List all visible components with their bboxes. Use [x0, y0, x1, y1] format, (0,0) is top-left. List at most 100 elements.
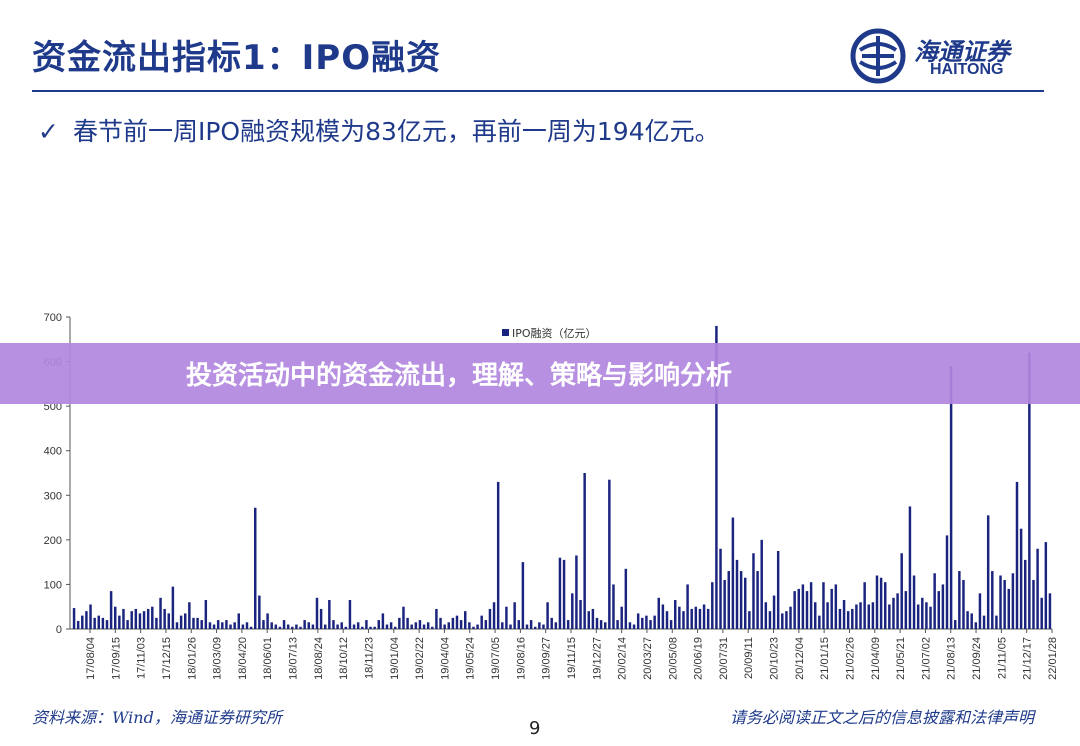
bar [789, 606, 792, 629]
bar [328, 600, 331, 629]
bar [472, 626, 475, 629]
bar [262, 620, 265, 629]
bar [958, 571, 961, 629]
bar [348, 600, 352, 629]
bar [151, 606, 154, 629]
bar [377, 620, 380, 629]
bar [208, 622, 212, 629]
bar [336, 624, 339, 629]
bar [146, 608, 150, 629]
legend-label: IPO融资（亿元） [512, 327, 597, 340]
bar [665, 611, 669, 629]
bar [529, 620, 533, 629]
bar [303, 620, 306, 629]
bar [468, 622, 471, 629]
bar [702, 604, 706, 629]
x-tick-label: 20/07/31 [718, 637, 730, 680]
bullet-text: 春节前一周IPO融资规模为83亿元，再前一周为194亿元。 [72, 117, 720, 146]
bar [431, 626, 434, 629]
bar [945, 535, 949, 629]
bar [295, 624, 298, 629]
bar [785, 611, 788, 629]
bar [505, 606, 508, 629]
bar [620, 606, 623, 629]
bar [406, 617, 409, 629]
bar [892, 597, 895, 629]
bar [398, 617, 401, 629]
bar [122, 608, 125, 629]
bar [394, 626, 397, 629]
bar [855, 604, 858, 629]
bar [534, 626, 537, 629]
bar [163, 608, 166, 629]
bar [241, 624, 245, 629]
bar [612, 584, 615, 629]
bar [513, 602, 516, 629]
bar [385, 624, 389, 629]
bar [772, 595, 776, 629]
bar [999, 575, 1002, 629]
bar [344, 626, 348, 629]
y-tick-label: 0 [56, 624, 62, 636]
bar [682, 611, 685, 629]
bar [949, 366, 953, 629]
x-tick-label: 18/08/24 [313, 637, 325, 680]
bar [550, 617, 553, 629]
bar [81, 615, 84, 629]
bar [89, 604, 92, 629]
bullet-point: ✓ 春节前一周IPO融资规模为83亿元，再前一周为194亿元。 [38, 112, 720, 148]
x-tick-label: 18/01/26 [186, 637, 198, 680]
bar [455, 615, 459, 629]
bar [501, 622, 504, 629]
bar [871, 602, 875, 629]
page-number: 9 [529, 718, 541, 739]
bar [402, 606, 405, 629]
bar [966, 611, 969, 629]
footer-source: 资料来源：Wind，海通证券研究所 [32, 708, 282, 727]
bar [669, 620, 673, 629]
bar [632, 624, 636, 629]
bar [645, 615, 648, 629]
bar [459, 620, 463, 629]
x-tick-label: 21/01/15 [819, 637, 831, 680]
bar [698, 608, 702, 629]
bar [221, 622, 224, 629]
bar [439, 617, 442, 629]
bar [912, 575, 916, 629]
bar [929, 606, 932, 629]
bar [793, 591, 796, 629]
bar [291, 626, 294, 629]
x-tick-label: 20/12/04 [794, 637, 806, 680]
x-tick-label: 19/01/04 [389, 637, 401, 680]
bar [435, 608, 438, 629]
bar [962, 579, 965, 629]
bar [249, 626, 253, 629]
bar [768, 611, 772, 629]
bar [237, 613, 240, 629]
bar [509, 624, 512, 629]
bar [888, 604, 891, 629]
bar [554, 622, 558, 629]
bar [447, 622, 450, 629]
bar [1028, 352, 1031, 629]
x-tick-label: 18/11/23 [363, 637, 375, 679]
bar [628, 622, 632, 629]
bar [982, 615, 986, 629]
bar [93, 617, 96, 629]
bar [179, 615, 183, 629]
x-tick-label: 18/04/20 [237, 637, 249, 680]
bar [846, 611, 850, 629]
bar [921, 597, 924, 629]
bar [1044, 542, 1048, 629]
bar [575, 555, 578, 629]
bar [546, 602, 549, 629]
bar [311, 624, 315, 629]
bar [641, 617, 644, 629]
bar [130, 611, 133, 629]
bar [818, 615, 821, 629]
y-tick-label: 100 [44, 579, 62, 591]
bar [875, 575, 879, 629]
x-tick-label: 17/09/15 [110, 637, 122, 680]
bar [155, 617, 158, 629]
bar [649, 620, 652, 629]
